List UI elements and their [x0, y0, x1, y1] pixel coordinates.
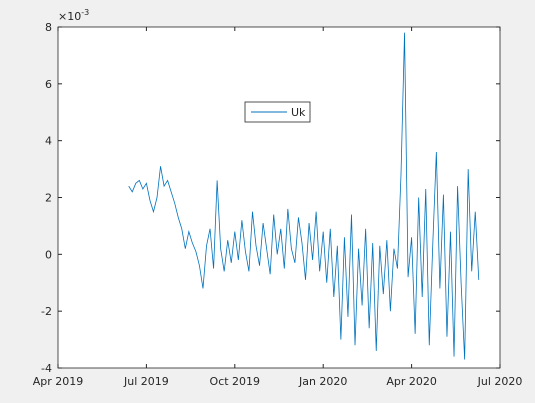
y-tick-label: -4: [41, 362, 52, 375]
x-tick-label: Jul 2019: [123, 375, 169, 388]
y-tick-label: -2: [41, 305, 52, 318]
data-line: [128, 32, 480, 360]
y-multiplier-base: ×10: [58, 10, 81, 23]
y-tick-label: 8: [45, 21, 52, 34]
x-tick-label: Jul 2020: [477, 375, 523, 388]
y-tick-label: 4: [45, 135, 52, 148]
y-tick-label: 2: [45, 192, 52, 205]
x-tick-label: Jan 2020: [298, 375, 347, 388]
y-multiplier-exponent: -3: [81, 8, 89, 17]
y-multiplier: ×10-3: [58, 8, 89, 23]
y-tick-label: 6: [45, 78, 52, 91]
plot-area: [58, 27, 500, 368]
axes-box: [57, 26, 501, 369]
legend-label: Uk: [291, 106, 306, 119]
y-tick-label: 0: [45, 248, 52, 261]
x-tick-label: Apr 2019: [33, 375, 84, 388]
x-tick-label: Apr 2020: [386, 375, 437, 388]
x-tick-label: Oct 2019: [210, 375, 261, 388]
